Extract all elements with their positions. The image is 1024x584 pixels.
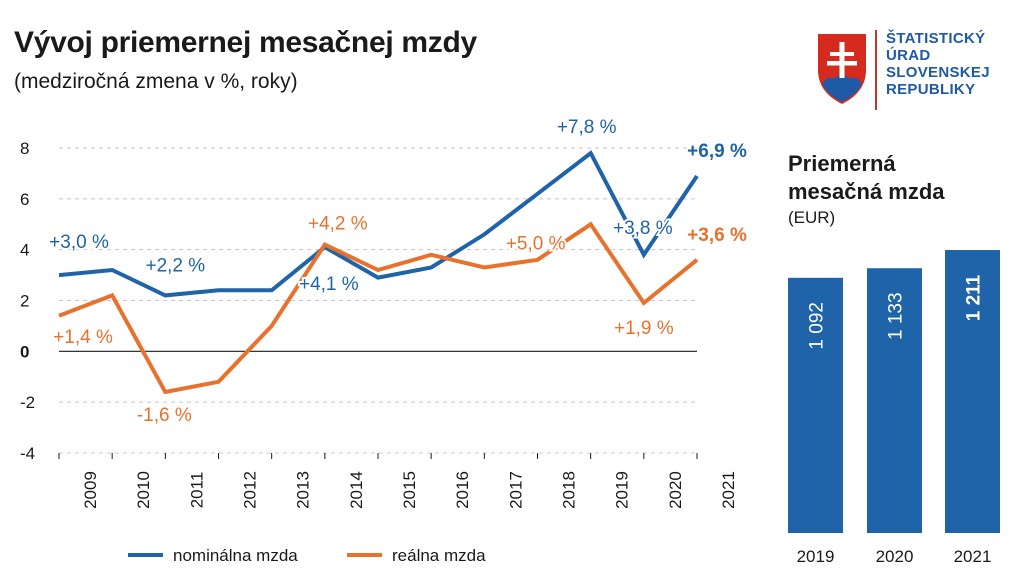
- nominal-data-label: +6,9 %: [687, 141, 747, 162]
- bar-category-label: 2020: [876, 547, 914, 566]
- statistical-office-logo: [816, 30, 1016, 114]
- logo-line: SLOVENSKEJ: [886, 64, 990, 81]
- x-tick-label: 2009: [81, 471, 100, 509]
- x-tick-label: 2012: [241, 471, 260, 509]
- real-data-label: +3,6 %: [687, 225, 747, 246]
- logo-divider: [875, 30, 877, 110]
- real-data-label: -1,6 %: [137, 405, 192, 426]
- logo-text: ŠTATISTICKÝ ÚRAD SLOVENSKEJ REPUBLIKY: [886, 30, 990, 98]
- bar-chart-title: Priemerná mesačná mzda: [788, 150, 978, 206]
- x-tick-label: 2020: [666, 471, 685, 509]
- real-wage-line: [58, 221, 699, 395]
- bar-category-label: 2021: [954, 547, 992, 566]
- bar-chart-unit: (EUR): [788, 208, 836, 227]
- bar-chart-title-text: Priemerná mesačná mzda: [788, 151, 945, 204]
- real-data-label: +4,2 %: [308, 214, 368, 235]
- real-data-label: +1,4 %: [53, 327, 113, 348]
- logo-line: REPUBLIKY: [886, 81, 976, 98]
- x-tick-label: 2017: [506, 471, 525, 509]
- logo-line: ÚRAD: [886, 47, 931, 64]
- nominal-data-label: +3,8 %: [613, 218, 673, 239]
- x-tick-label: 2015: [400, 471, 419, 509]
- x-tick-label: 2021: [719, 471, 738, 509]
- x-tick-label: 2011: [187, 472, 206, 509]
- y-tick-label: 6: [20, 190, 29, 209]
- legend-real-label: reálna mzda: [392, 546, 486, 565]
- y-tick-label: 0: [20, 342, 29, 361]
- x-tick-label: 2018: [560, 471, 579, 509]
- bar-category-label: 2019: [797, 547, 835, 566]
- nominal-data-label: +7,8 %: [557, 117, 617, 138]
- logo-line: ŠTATISTICKÝ: [886, 30, 986, 47]
- nominal-data-label: +4,1 %: [299, 274, 359, 295]
- nominal-wage-line: [58, 150, 699, 298]
- wage-bar: [945, 250, 1000, 533]
- x-tick-label: 2016: [453, 471, 472, 509]
- slovak-shield-icon: [818, 34, 866, 104]
- legend-nominal-label: nominálna mzda: [173, 546, 298, 565]
- real-data-label: +5,0 %: [506, 233, 566, 254]
- x-tick-label: 2019: [613, 471, 632, 509]
- x-tick-label: 2013: [294, 471, 313, 509]
- real-data-label: +1,9 %: [614, 318, 674, 339]
- nominal-data-label: +2,2 %: [145, 255, 205, 276]
- y-tick-label: 8: [20, 139, 29, 158]
- chart-title: Vývoj priemernej mesačnej mzdy: [14, 26, 477, 59]
- bar-value-label: 1 211: [964, 274, 985, 321]
- chart-subtitle: (medziročná zmena v %, roky): [14, 70, 298, 93]
- x-tick-label: 2014: [347, 471, 366, 509]
- y-tick-label: -4: [20, 444, 35, 463]
- y-tick-label: 2: [20, 292, 29, 311]
- bar-value-label: 1 133: [886, 292, 907, 340]
- y-tick-label: -2: [20, 393, 35, 412]
- nominal-data-label: +3,0 %: [49, 232, 109, 253]
- wage-bar: [867, 268, 922, 533]
- bar-value-label: 1 092: [807, 302, 828, 350]
- wage-bar: [788, 277, 843, 533]
- y-tick-label: 4: [20, 241, 29, 260]
- x-tick-label: 2010: [134, 471, 153, 509]
